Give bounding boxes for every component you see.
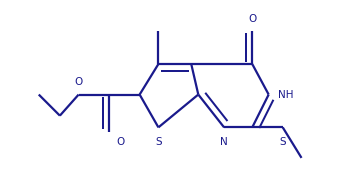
Text: N: N	[220, 137, 228, 147]
Text: O: O	[116, 137, 124, 147]
Text: O: O	[75, 78, 83, 88]
Text: S: S	[279, 137, 286, 147]
Text: NH: NH	[278, 90, 294, 100]
Text: S: S	[155, 137, 162, 147]
Text: O: O	[248, 14, 256, 24]
